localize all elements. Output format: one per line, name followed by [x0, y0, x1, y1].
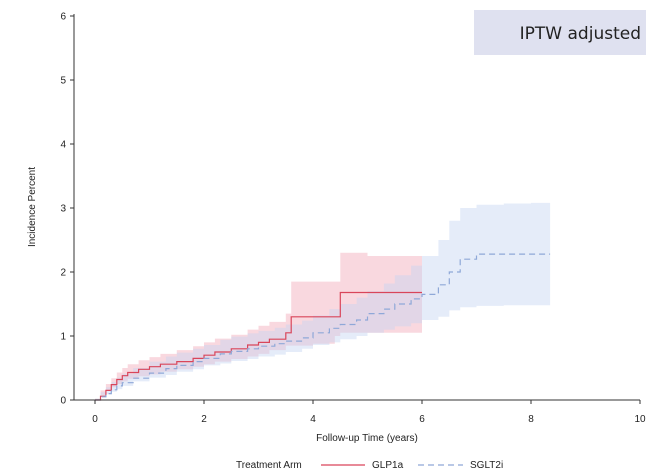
x-ticks: 0 2 4 6 8 10: [92, 400, 646, 425]
annotation-box: IPTW adjusted: [474, 10, 646, 55]
x-axis-title: Follow-up Time (years): [316, 433, 418, 444]
annotation-background: [474, 10, 646, 55]
y-axis-title: Incidence Percent: [27, 167, 38, 247]
x-tick-label: 6: [419, 414, 425, 425]
series-line-glp1a: [95, 291, 422, 401]
y-tick-label: 3: [60, 204, 66, 215]
y-tick-label: 4: [60, 140, 66, 151]
y-ticks: 0 1 2 3 4 5 6: [60, 12, 74, 407]
legend-label-sglt2i: SGLT2i: [470, 460, 503, 471]
legend-title: Treatment Arm: [236, 460, 302, 471]
x-tick-label: 2: [201, 414, 207, 425]
legend: Treatment Arm GLP1a SGLT2i: [236, 460, 503, 471]
legend-label-glp1a: GLP1a: [372, 460, 404, 471]
y-tick-label: 0: [60, 396, 66, 407]
x-tick-label: 8: [528, 414, 534, 425]
annotation-text: IPTW adjusted: [520, 24, 641, 44]
y-tick-label: 2: [60, 268, 66, 279]
ci-band-sglt2i: [95, 202, 551, 400]
confidence-bands: [95, 202, 551, 400]
y-tick-label: 6: [60, 12, 66, 23]
series-lines: [95, 253, 551, 401]
x-tick-label: 4: [310, 414, 316, 425]
x-tick-label: 10: [634, 414, 646, 425]
y-tick-label: 5: [60, 76, 66, 87]
series-line-sglt2i: [95, 253, 551, 401]
y-tick-label: 1: [60, 332, 66, 343]
x-tick-label: 0: [92, 414, 98, 425]
